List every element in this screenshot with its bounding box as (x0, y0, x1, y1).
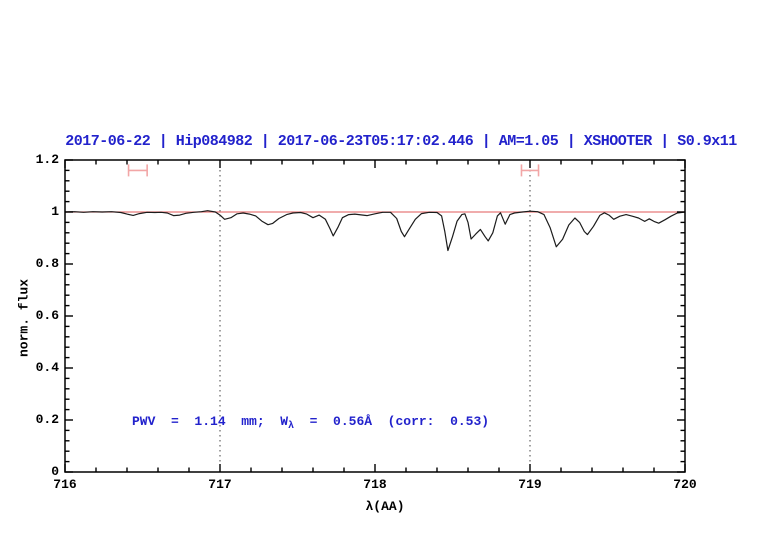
plot-title: 2017-06-22 | Hip084982 | 2017-06-23T05:1… (65, 133, 737, 150)
x-tick-label: 719 (518, 477, 542, 492)
x-axis-label: λ(AA) (365, 499, 405, 514)
x-tick-label: 717 (208, 477, 232, 492)
y-tick-label: 0 (51, 464, 59, 479)
lambda-subscript: λ (288, 421, 295, 432)
x-tick-label: 716 (53, 477, 77, 492)
y-tick-label: 0.8 (35, 256, 59, 271)
y-tick-label: 1.2 (35, 152, 59, 167)
y-tick-label: 0.2 (35, 412, 59, 427)
y-tick-label: 0.6 (35, 308, 59, 323)
x-tick-label: 718 (363, 477, 387, 492)
pwv-annotation-value: = 0.56Å (corr: 0.53) (294, 414, 490, 429)
pwv-annotation: PWV = 1.14 mm; Wλ = 0.56Å (corr: 0.53) (132, 414, 490, 432)
pwv-annotation-text: PWV = 1.14 mm; W (132, 414, 289, 429)
y-tick-label: 0.4 (35, 360, 59, 375)
y-tick-label: 1 (51, 204, 59, 219)
x-tick-label: 720 (673, 477, 697, 492)
